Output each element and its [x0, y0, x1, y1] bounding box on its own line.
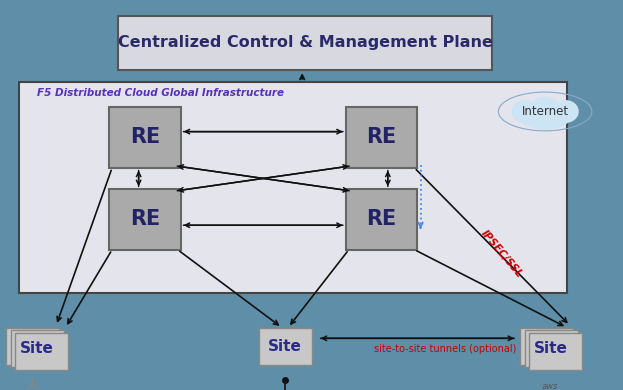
FancyBboxPatch shape: [11, 330, 64, 367]
Text: Site: Site: [534, 341, 568, 356]
FancyBboxPatch shape: [529, 333, 582, 370]
Text: Centralized Control & Management Plane: Centralized Control & Management Plane: [118, 35, 493, 50]
Text: site-to-site tunnels (optional): site-to-site tunnels (optional): [374, 344, 516, 354]
FancyBboxPatch shape: [346, 107, 417, 168]
FancyBboxPatch shape: [15, 333, 68, 370]
Text: IPSEC/SSL: IPSEC/SSL: [479, 228, 524, 279]
Ellipse shape: [511, 100, 538, 123]
FancyBboxPatch shape: [109, 107, 181, 168]
Ellipse shape: [530, 97, 560, 122]
FancyBboxPatch shape: [19, 82, 567, 292]
Text: RE: RE: [130, 209, 160, 229]
Ellipse shape: [526, 112, 564, 130]
Text: RE: RE: [366, 128, 397, 147]
Text: aws: aws: [541, 381, 558, 390]
Ellipse shape: [521, 109, 551, 128]
Text: RE: RE: [130, 128, 160, 147]
FancyBboxPatch shape: [525, 330, 578, 367]
FancyBboxPatch shape: [259, 328, 312, 365]
FancyBboxPatch shape: [6, 328, 59, 365]
Text: F5 Distributed Cloud Global Infrastructure: F5 Distributed Cloud Global Infrastructu…: [37, 87, 284, 98]
Ellipse shape: [540, 109, 569, 128]
FancyBboxPatch shape: [346, 189, 417, 250]
FancyBboxPatch shape: [109, 189, 181, 250]
FancyBboxPatch shape: [118, 16, 492, 70]
Ellipse shape: [553, 100, 579, 123]
Text: Site: Site: [20, 341, 54, 356]
FancyBboxPatch shape: [520, 328, 573, 365]
Text: Site: Site: [268, 339, 302, 354]
Text: Internet: Internet: [521, 105, 569, 118]
Text: RE: RE: [366, 209, 397, 229]
